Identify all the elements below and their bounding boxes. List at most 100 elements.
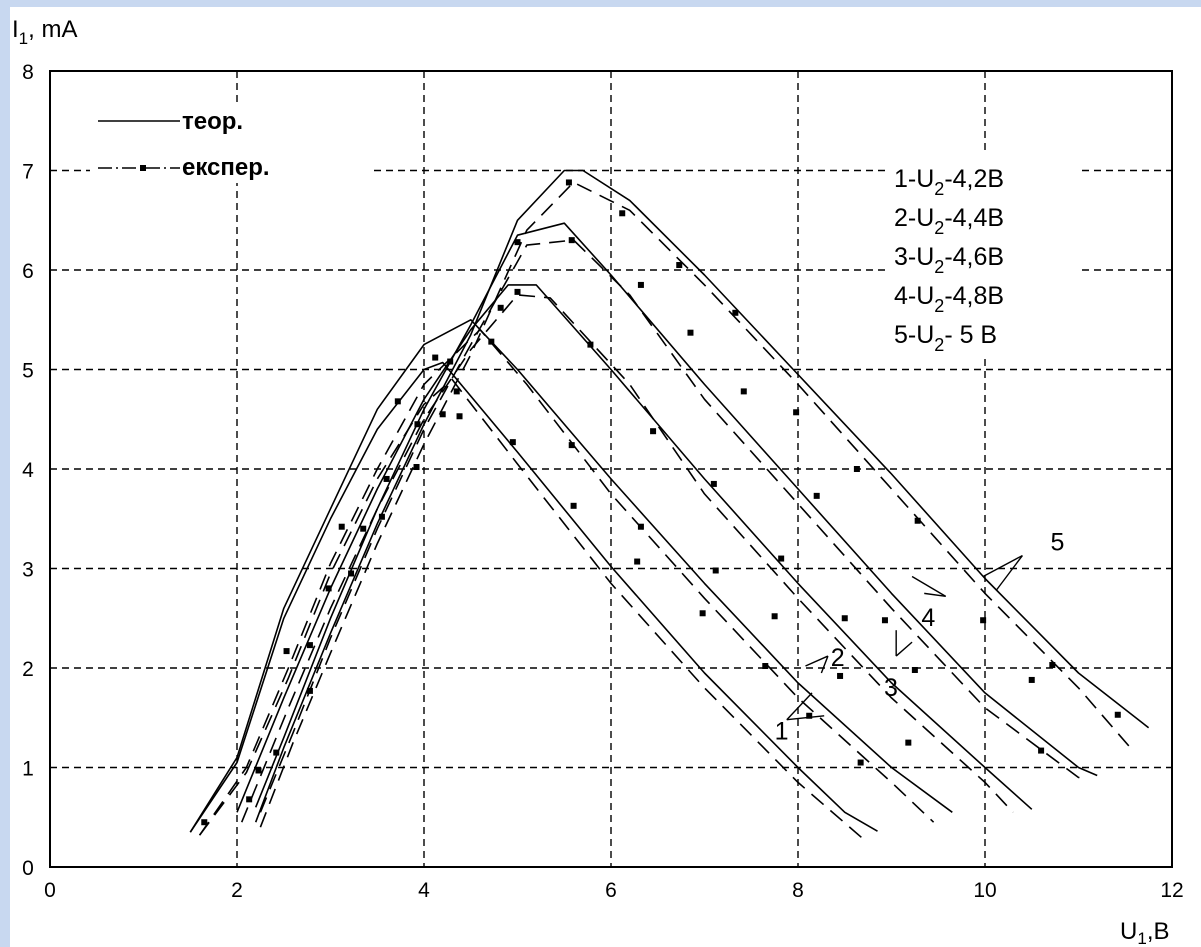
exper-marker-5-10 [914, 517, 921, 524]
exper-marker-1-1 [306, 642, 313, 649]
exper-marker-2-4 [432, 354, 439, 361]
exper-marker-4-10 [881, 617, 888, 624]
curve-number-leader-2-0 [805, 655, 829, 667]
legend-exper-marker [140, 165, 146, 171]
exper-marker-5-7 [732, 309, 739, 316]
exper-marker-3-2 [383, 475, 390, 482]
legend-exper-label: експер. [182, 154, 270, 181]
y-axis-label-base: I [12, 16, 19, 43]
y-tick-label-2: 2 [22, 658, 34, 681]
exper-curve-4 [259, 239, 1084, 813]
x-tick-label-4: 8 [792, 879, 804, 902]
y-axis-label-sub: 1 [19, 29, 28, 48]
theory-curve-2 [189, 318, 953, 833]
grid [50, 71, 1172, 867]
curve-number-leader-2-1 [820, 655, 829, 674]
exper-marker-5-3 [497, 304, 504, 311]
y-tick-label-6: 6 [22, 260, 34, 283]
y-axis-label-unit: , mA [28, 16, 77, 43]
curve-number-leader-1-0 [786, 692, 813, 721]
curve-number-leader-4-1 [924, 592, 946, 598]
exper-marker-1-8 [699, 610, 706, 617]
exper-marker-1-11 [857, 759, 864, 766]
chart-frame: 0 2 4 6 8 10 12 0 1 2 3 4 5 6 7 8 I1, mA U1,B теор. екс… [10, 7, 1201, 947]
y-tick-label-0: 0 [22, 857, 34, 880]
exper-marker-2-1 [283, 648, 290, 655]
x-axis-label-unit: ,B [1147, 918, 1170, 945]
exper-curve-2 [198, 328, 935, 836]
exper-marker-2-9 [771, 613, 778, 620]
exper-marker-3-4 [514, 288, 521, 295]
exper-marker-5-1 [378, 513, 385, 520]
exper-marker-5-11 [980, 617, 987, 624]
exper-marker-3-11 [1038, 747, 1045, 754]
curve-number-4: 4 [921, 604, 935, 632]
curve-number-annotations: 1 2 3 4 5 [775, 529, 1065, 746]
exper-marker-1-0 [255, 767, 262, 774]
curve-label-4: 4-U2-4,8B [894, 282, 1004, 316]
exper-marker-2-7 [637, 523, 644, 530]
exper-curve-5 [259, 181, 1136, 828]
exper-marker-5-2 [439, 411, 446, 418]
exper-marker-4-8 [740, 388, 747, 395]
exper-marker-4-9 [813, 492, 820, 499]
y-tick-label-5: 5 [22, 360, 34, 383]
curve-label-3: 3-U2-4,6B [894, 243, 1004, 277]
exper-marker-3-1 [325, 585, 332, 592]
exper-marker-3-7 [710, 480, 717, 487]
exper-marker-2-0 [201, 819, 208, 826]
curve-number-leader-1-1 [786, 715, 825, 721]
exper-marker-3-6 [650, 428, 657, 435]
exper-marker-3-5 [587, 341, 594, 348]
exper-marker-2-5 [488, 338, 495, 345]
curve-number-leader-5-0 [982, 554, 1023, 578]
plot-border [49, 70, 1173, 868]
curve-label-2: 2-U2-4,4B [894, 204, 1004, 238]
exper-marker-5-0 [306, 687, 313, 694]
exper-marker-2-6 [568, 442, 575, 449]
curves [189, 169, 1150, 840]
exper-marker-3-0 [246, 796, 253, 803]
x-tick-label-5: 10 [973, 879, 996, 902]
legend: теор. експер. [90, 103, 370, 183]
x-axis-label-sub: 1 [1137, 929, 1146, 947]
curve-number-5: 5 [1050, 529, 1064, 557]
exper-marker-2-2 [338, 523, 345, 530]
x-tick-label-1: 2 [231, 879, 243, 902]
exper-marker-5-12 [1049, 662, 1056, 669]
exper-marker-4-11 [1028, 676, 1035, 683]
curve-labels-background [888, 155, 1078, 355]
y-tick-label-8: 8 [22, 61, 34, 84]
exper-marker-1-2 [360, 525, 367, 532]
curve-number-leader-5-1 [995, 555, 1023, 591]
legend-theory-label: теор. [182, 108, 243, 135]
exper-marker-4-6 [637, 281, 644, 288]
exper-marker-4-2 [413, 464, 420, 471]
theory-curve-3 [236, 284, 1033, 813]
curve-number-3: 3 [884, 674, 898, 702]
exper-marker-1-5 [509, 439, 516, 446]
exper-marker-1-10 [806, 712, 813, 719]
curve-number-1: 1 [775, 718, 789, 746]
exper-curve-1 [198, 378, 864, 840]
y-tick-label-7: 7 [22, 161, 34, 184]
exper-marker-5-4 [565, 179, 572, 186]
exper-marker-2-11 [905, 739, 912, 746]
exper-marker-1-4 [453, 388, 460, 395]
exper-curve-3 [240, 294, 1014, 823]
exper-marker-4-0 [273, 749, 280, 756]
exper-marker-4-7 [687, 329, 694, 336]
x-tick-label-0: 0 [44, 879, 56, 902]
exper-marker-3-9 [841, 615, 848, 622]
curve-parameter-labels: 1-U2-4,2B 2-U2-4,4B 3-U2-4,6B 4-U2-4,8B 5-U2… [888, 155, 1078, 355]
curve-label-5: 5-U2- 5 B [894, 321, 997, 355]
exper-marker-5-13 [1114, 711, 1121, 718]
curve-number-2: 2 [831, 644, 845, 672]
x-axis-label: U1,B [1120, 918, 1170, 947]
x-tick-label-6: 12 [1160, 879, 1183, 902]
exper-marker-2-8 [712, 567, 719, 574]
exper-marker-5-9 [853, 466, 860, 472]
exper-marker-4-3 [456, 413, 463, 420]
